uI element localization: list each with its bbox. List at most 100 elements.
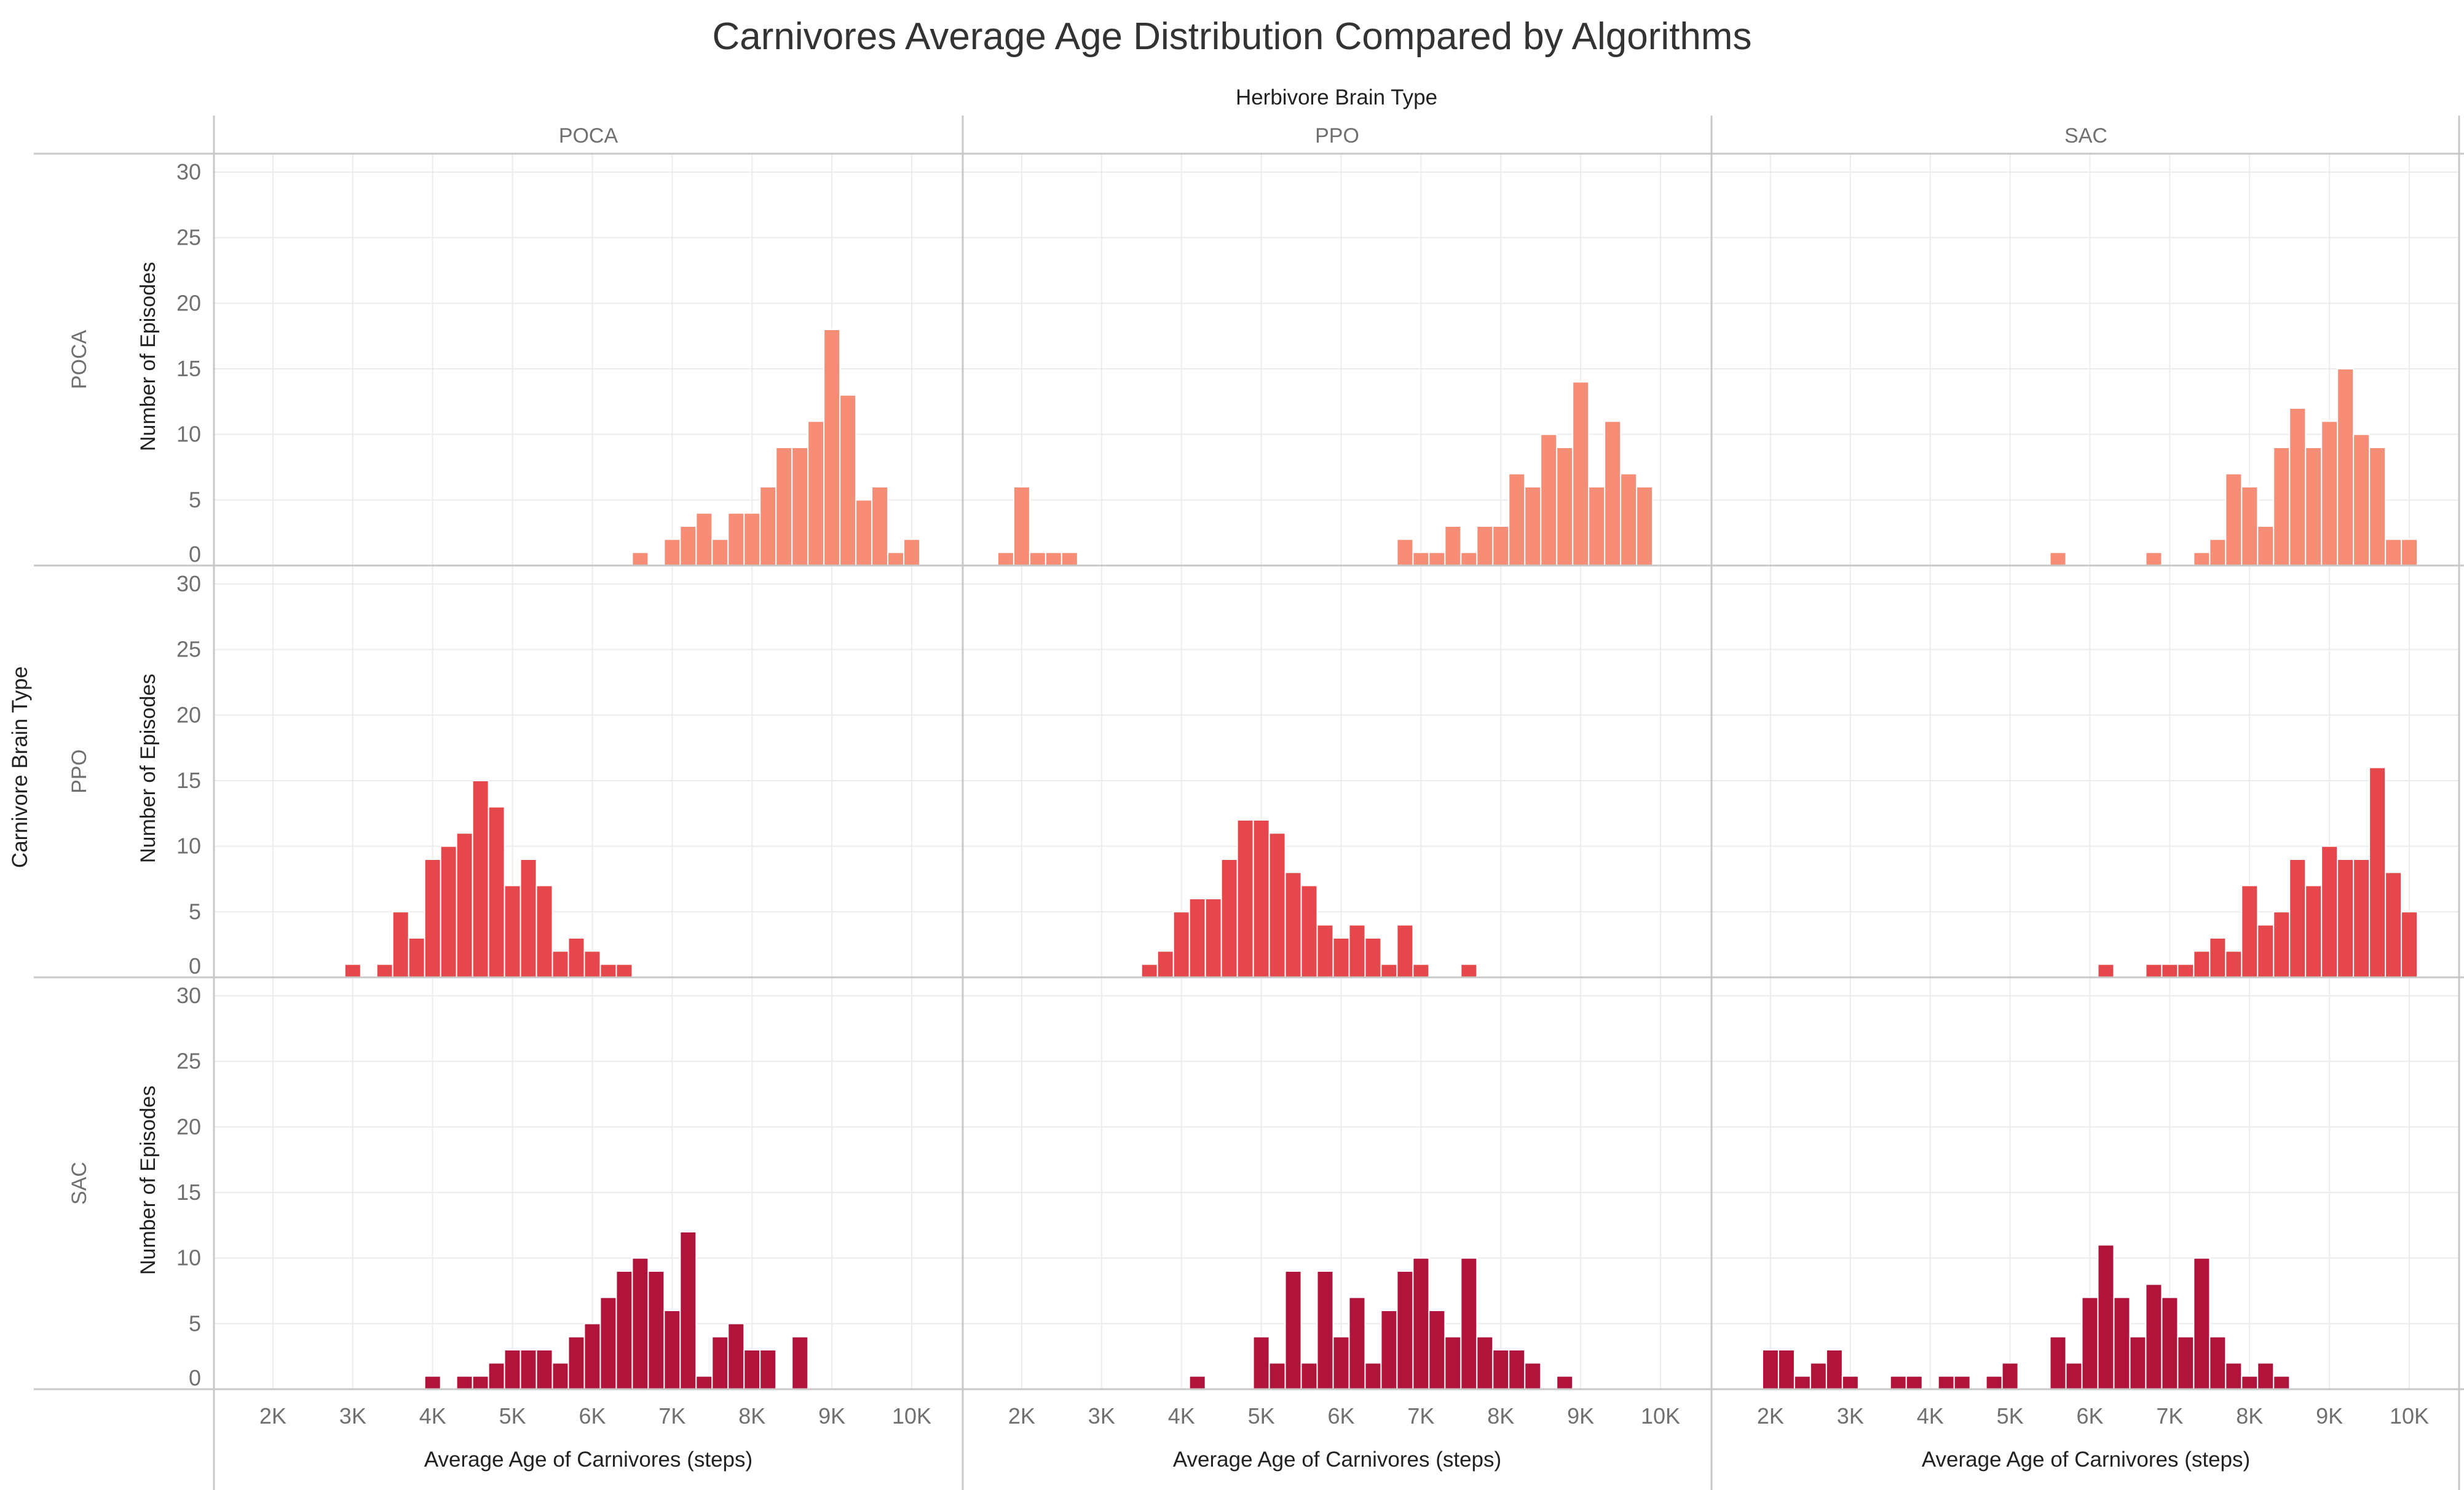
histogram-bar [503,1349,521,1390]
histogram-bar [1620,473,1638,567]
histogram-bar [2177,963,2195,978]
histogram-bar [903,538,921,566]
histogram-bar [2161,1296,2179,1390]
histogram-bar [2225,950,2243,979]
histogram-bar [456,832,473,979]
histogram-bar [1476,1336,1494,1390]
histogram-bar [2241,1375,2259,1390]
x-tick-label: 2K [1757,1403,1784,1429]
histogram-bar [711,538,729,566]
histogram-bar [695,1375,713,1390]
labels-layer: POCA PPO SAC POCA Number of Episodes 0 5 10 15 20… [68,124,2429,1472]
histogram-bar [551,950,569,979]
histogram-bar [2209,1336,2227,1390]
histogram-bar [1428,1310,1446,1390]
histogram-bar [1556,1375,1574,1390]
histogram-bar [1380,1310,1398,1390]
histogram-bar [1156,950,1174,979]
column-header: Herbivore Brain Type [1236,85,1437,109]
histogram-bar [1316,924,1334,978]
x-tick-label: 5K [499,1403,526,1429]
x-tick-label: 9K [818,1403,845,1429]
histogram-bar [695,512,713,567]
x-tick-label: 10K [892,1403,931,1429]
histogram-bar [1460,551,1478,567]
histogram-bar [2385,872,2403,979]
histogram-bar [997,551,1014,567]
histogram-bar [2337,859,2355,978]
histogram-bar [392,911,409,979]
histogram-bar [2225,1362,2243,1390]
histogram-bar [1460,963,1478,978]
histogram-bar [1396,924,1414,978]
histogram-bar [1268,832,1286,979]
histogram-bar [1460,1257,1478,1390]
histogram-bar [2273,1375,2291,1390]
histogram-bar [1476,526,1494,566]
x-tick-label: 2K [259,1403,286,1429]
histogram-bar [2289,859,2307,978]
histogram-bar [1044,551,1062,567]
y-tick-label: 15 [176,1180,201,1205]
histogram-bar [1777,1349,1795,1390]
y-tick-label: 10 [176,422,201,447]
histogram-bar [2353,859,2371,978]
histogram-bar [2193,1257,2211,1390]
y-tick-label: 5 [189,899,201,924]
histogram-bar [663,538,681,566]
histogram-bar [663,1310,681,1390]
y-tick-label: 10 [176,834,201,859]
histogram-bar [1937,1375,1955,1390]
x-axis-label: Average Age of Carnivores (steps) [1922,1448,2250,1472]
histogram-bar [1236,819,1254,978]
histogram-bar [1204,898,1222,978]
histogram-bar [2257,526,2275,566]
histogram-bar [647,1271,665,1390]
y-tick-label: 25 [176,1049,201,1074]
histogram-bar [1985,1375,2003,1390]
histogram-bar [855,499,873,566]
histogram-bar [1412,551,1430,567]
histogram-bar [839,394,857,567]
histogram-bar [599,1296,617,1390]
histogram-bar [631,1257,649,1390]
histogram-bar [1636,486,1654,566]
histogram-bar [2129,1336,2147,1390]
x-tick-label: 4K [419,1403,446,1429]
histogram-bar [567,937,585,978]
histogram-bar [1444,1336,1462,1390]
x-tick-label: 9K [1567,1403,1594,1429]
y-tick-label: 15 [176,356,201,381]
histogram-bar [1364,937,1382,978]
histogram-bar [2001,1362,2019,1390]
histogram-bar [2081,1296,2099,1390]
x-tick-label: 3K [339,1403,366,1429]
histogram-bar [1380,963,1398,978]
y-tick-label: 0 [189,953,201,979]
histogram-bar [2321,845,2339,978]
y-tick-label: 25 [176,225,201,250]
histogram-bar [1604,420,1622,566]
histogram-bar [2369,447,2387,566]
histogram-bar [1588,486,1606,566]
histogram-bar [2257,924,2275,978]
histogram-bar [1889,1375,1907,1390]
histogram-bar [1793,1375,1811,1390]
histogram-bar [599,963,617,978]
histogram-bar [519,1349,537,1390]
histogram-bar [1412,1257,1430,1390]
frame-layer [34,116,2464,1490]
histogram-bar [871,486,889,566]
histogram-bar [2193,950,2211,979]
histogram-bar [1761,1349,1779,1390]
histogram-bar [1348,1296,1366,1390]
histogram-bar [743,1349,761,1390]
histogram-bar [1252,1336,1270,1390]
y-tick-label: 0 [189,542,201,567]
histogram-bar [727,1323,745,1390]
histogram-bar [2241,885,2259,978]
histogram-bar [615,1271,633,1390]
histogram-bar [2049,551,2067,567]
x-tick-label: 8K [1487,1403,1514,1429]
histogram-bar [488,1362,505,1390]
